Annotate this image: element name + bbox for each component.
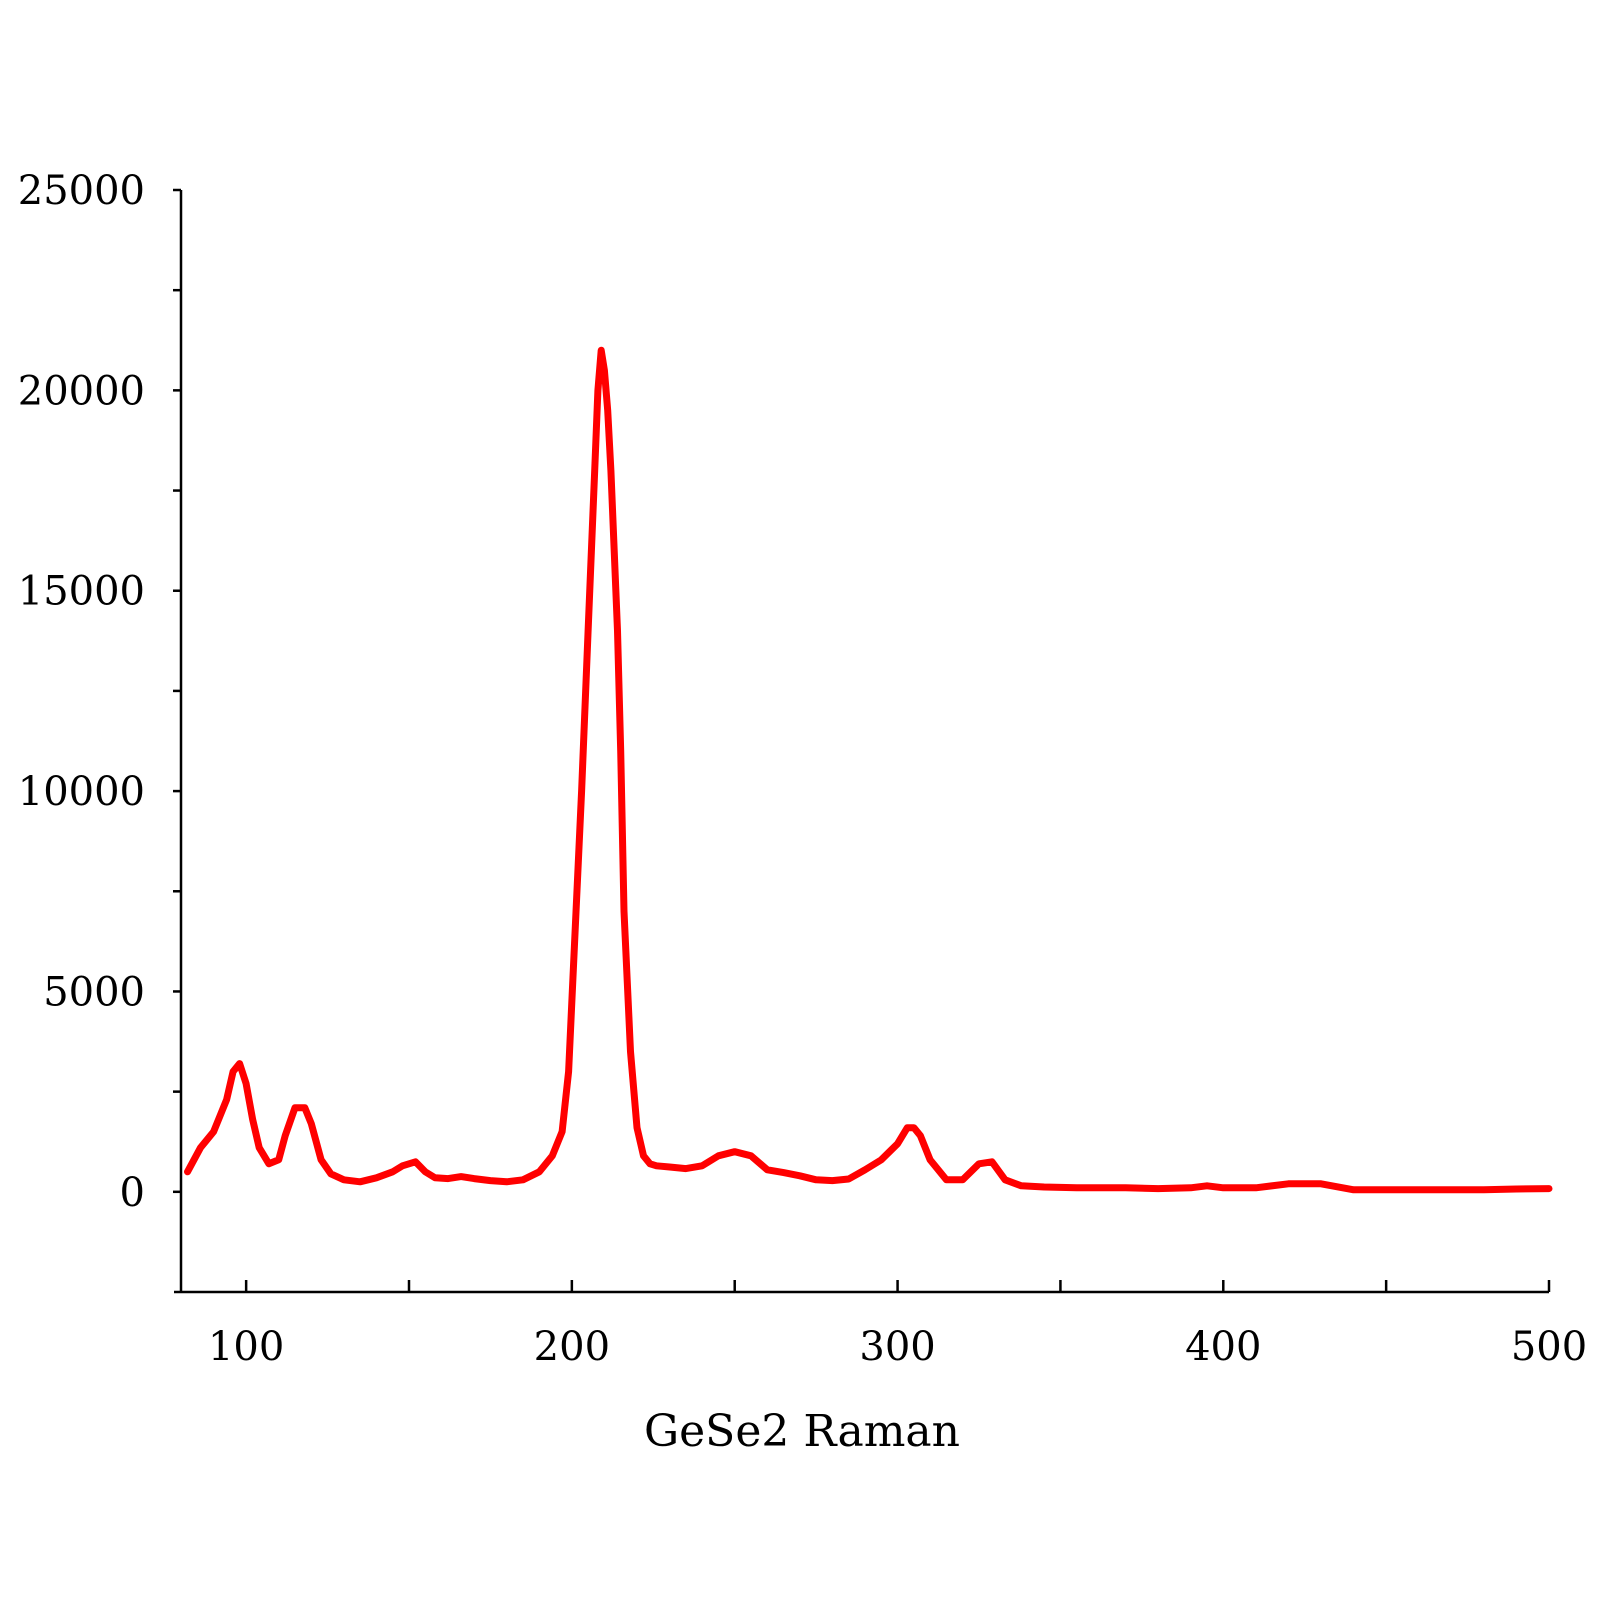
y-tick-label: 5000 — [43, 969, 145, 1015]
x-tick-label: 200 — [534, 1324, 610, 1370]
y-ticks: 0 5000 10000 15000 20000 25000 — [18, 168, 181, 1216]
axes — [174, 190, 1549, 1294]
x-tick-label: 500 — [1511, 1324, 1587, 1370]
x-tick-label: 400 — [1185, 1324, 1261, 1370]
x-tick-label: 100 — [208, 1324, 284, 1370]
y-tick-label: 20000 — [18, 368, 145, 414]
y-tick-label: 10000 — [18, 769, 145, 815]
y-tick-label: 15000 — [18, 569, 145, 615]
x-tick-label: 300 — [859, 1324, 935, 1370]
y-tick-label: 0 — [120, 1170, 145, 1216]
series-layer — [184, 346, 1553, 1194]
series-line — [184, 346, 1553, 1194]
x-ticks: 100 200 300 400 500 — [208, 1280, 1587, 1370]
y-tick-label: 25000 — [18, 168, 145, 214]
x-axis-title: GeSe2 Raman — [644, 1406, 960, 1457]
